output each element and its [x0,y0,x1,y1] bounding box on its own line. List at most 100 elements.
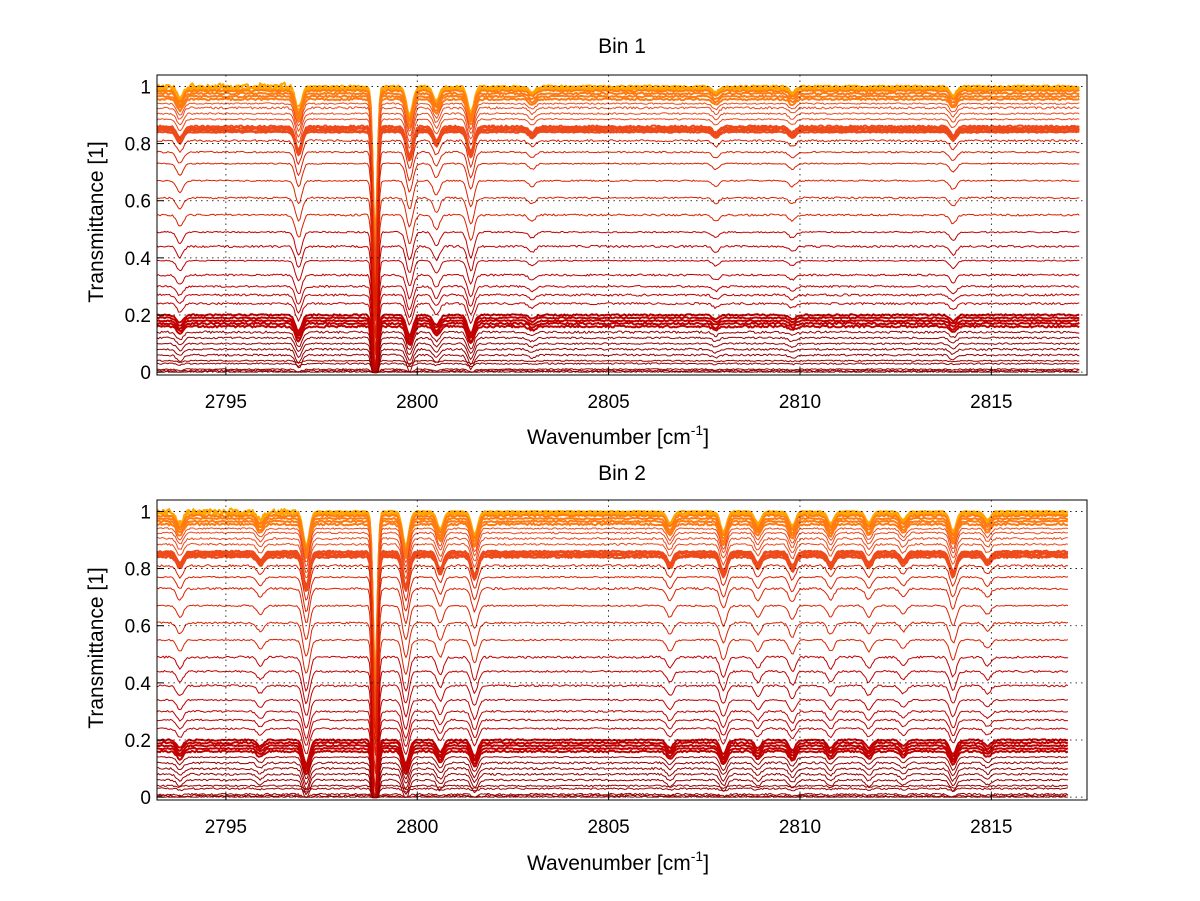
spectrum-line [156,293,1080,373]
spectrum-line [156,347,1080,373]
spectrum-line [156,97,1080,258]
spectrum-line [156,230,1080,373]
panel-1-series [156,81,1081,374]
spectrum-line [156,604,1069,774]
spectrum-line [156,244,1080,373]
y-tick-label: 1 [140,77,151,98]
panel-1-axes [156,74,1088,376]
spectrum-line [156,150,1080,310]
spectrum-line [156,330,1080,373]
spectrum-line [156,273,1080,373]
panel-2-x-axis-label-sup: -1 [691,848,704,864]
spectrum-line [156,778,1068,798]
spectrum-line [157,370,1080,373]
spectrum-line [156,336,1080,373]
spectrum-line [156,91,1080,252]
x-tick-label: 2810 [779,817,821,838]
panel-2-y-axis-label: Transmittance [1] [85,567,108,728]
spectrum-line [156,756,1068,798]
spectrum-line [156,130,1080,291]
x-tick-label: 2810 [779,392,821,413]
panel-2-series [156,507,1069,799]
panel-1-y-ticks: 0 0.2 0.4 0.6 0.8 1 [125,77,164,384]
panel-1-x-ticks: 2795 2800 2805 2810 2815 [205,368,1012,413]
panel-1-title: Bin 1 [598,35,646,58]
x-tick-label: 2795 [205,392,247,413]
spectrum-line [156,128,1080,289]
spectrum-line [156,179,1080,339]
panel-1-x-axis-label-end: ] [703,426,709,449]
panel-2-y-ticks: 0 0.2 0.4 0.6 0.8 1 [125,502,164,809]
y-tick-label: 0 [140,788,151,809]
panel-2-x-axis-label: Wavenumber [cm-1] [527,848,709,875]
panel-1-x-axis-label-text: Wavenumber [cm [527,426,691,449]
x-tick-label: 2800 [396,817,438,838]
spectrum-line [156,710,1069,798]
spectrum-line [157,718,1068,798]
y-tick-label: 0.2 [125,306,151,327]
spectrum-line [156,772,1069,798]
spectrum-line [157,259,1080,373]
spectrum-line [156,564,1069,735]
spectrum-line [156,302,1080,373]
spectrum-line [156,102,1080,262]
spectrum-line [156,761,1068,798]
y-tick-label: 1 [140,502,151,523]
y-tick-label: 0.4 [125,249,152,270]
panel-bin-1: 2795 2800 2805 2810 2815 0 0.2 0.4 0.6 0.8 1 Bin … [85,35,1088,449]
y-tick-label: 0.8 [125,560,151,581]
spectrum-line [156,342,1080,373]
panel-2-x-axis-label-end: ] [703,852,709,875]
panel-2-grid [157,500,1087,800]
x-tick-label: 2800 [396,392,438,413]
spectrum-line [156,638,1069,798]
spectrum-line [156,316,1080,374]
spectrum-line [156,139,1080,300]
panel-2-title: Bin 2 [598,462,646,485]
spectrum-line [156,324,1080,374]
spectrum-line [157,313,1080,374]
spectrum-line [156,112,1080,272]
spectrum-line [156,621,1069,792]
x-tick-label: 2805 [587,392,629,413]
y-tick-label: 0.6 [125,617,151,638]
spectrum-line [156,749,1069,799]
panel-1-x-axis-label: Wavenumber [cm-1] [527,422,709,449]
spectrum-line [156,353,1080,373]
spectrum-line [156,319,1080,374]
spectrum-line [156,587,1068,756]
x-tick-label: 2815 [970,817,1012,838]
y-tick-label: 0.2 [125,731,151,752]
spectrum-line [156,362,1080,373]
spectrum-line [156,670,1069,798]
spectrum-line [156,321,1080,374]
spectrum-line [157,767,1068,798]
panel-1-x-axis-label-sup: -1 [691,422,704,438]
spectrum-line [156,196,1080,355]
spectrum-line [156,698,1069,798]
spectrum-line [156,784,1069,798]
spectrum-line [156,81,1080,244]
panel-1-y-axis-label: Transmittance [1] [85,141,108,302]
spectrum-line [156,522,1069,694]
spectrum-line [156,684,1069,798]
panel-2-x-ticks: 2795 2800 2805 2810 2815 [205,793,1012,838]
y-tick-label: 0.6 [125,192,151,213]
spectrum-line [156,88,1080,248]
panel-bin-2: 2795 2800 2805 2810 2815 0 0.2 0.4 0.6 0.8 1 Bin … [85,462,1088,875]
y-tick-label: 0 [140,363,151,384]
x-tick-label: 2795 [205,817,247,838]
panel-2-x-axis-label-text: Wavenumber [cm [527,852,691,875]
spectrum-line [156,555,1069,727]
x-tick-label: 2815 [970,392,1012,413]
spectrum-line [156,162,1080,321]
spectrum-line [156,655,1068,798]
spectrum-line [156,213,1080,373]
spectrum-line [156,106,1080,266]
panel-2-axes [156,499,1088,801]
spectrum-line [156,792,1069,798]
spectrum-line [156,285,1080,373]
spectrum-line [156,537,1068,708]
x-tick-label: 2805 [587,817,629,838]
